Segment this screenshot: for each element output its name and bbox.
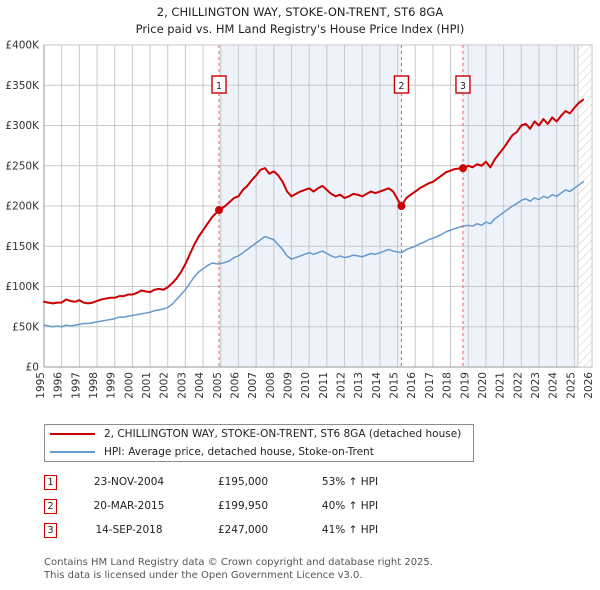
- txn-index-badge: 2: [44, 498, 57, 514]
- title-line-2: Price paid vs. HM Land Registry's House …: [135, 22, 465, 36]
- table-row: 1 23-NOV-2004 £195,000 53% ↑ HPI: [44, 470, 504, 494]
- txn-date: 14-SEP-2018: [95, 524, 163, 536]
- sale-marker-badge-label: 3: [460, 81, 466, 92]
- y-axis-tick-label: £150K: [5, 241, 40, 253]
- txn-index-badge: 3: [44, 522, 57, 538]
- txn-hpi-delta: 53% ↑ HPI: [321, 476, 379, 488]
- sale-point: [458, 164, 467, 173]
- x-axis-tick-label: 1997: [70, 372, 82, 399]
- y-axis-tick-label: £200K: [5, 201, 40, 213]
- txn-price: £247,000: [217, 524, 269, 536]
- y-axis-tick-label: £250K: [5, 160, 40, 172]
- x-axis-tick-label: 2004: [194, 372, 206, 399]
- x-axis-tick-label: 2015: [389, 372, 401, 399]
- x-axis-tick-label: 2025: [565, 372, 577, 399]
- txn-index-badge: 1: [44, 474, 57, 490]
- txn-hpi-delta: 41% ↑ HPI: [321, 524, 379, 536]
- legend-label-property: 2, CHILLINGTON WAY, STOKE-ON-TRENT, ST6 …: [104, 428, 462, 440]
- x-axis-tick-label: 1996: [53, 372, 65, 399]
- legend-swatch-hpi: [50, 451, 95, 453]
- y-axis-tick-label: £300K: [5, 120, 40, 132]
- x-axis-tick-label: 1995: [35, 372, 47, 399]
- x-axis-tick-label: 2016: [406, 372, 418, 399]
- x-axis-tick-label: 2026: [583, 372, 595, 399]
- footer-line-1: Contains HM Land Registry data © Crown c…: [44, 557, 433, 568]
- footer-line-2: This data is licensed under the Open Gov…: [44, 569, 363, 581]
- plot-area: £0 £50K £100K £150K £200K £250K £300K £350K £400…: [5, 40, 595, 399]
- txn-date: 23-NOV-2004: [93, 476, 165, 488]
- sale-marker-badge-label: 2: [398, 81, 404, 92]
- x-axis-tick-label: 2011: [318, 372, 330, 399]
- x-axis-tick-label: 2009: [282, 372, 294, 399]
- x-axis-tick-label: 2022: [512, 372, 524, 399]
- txn-date: 20-MAR-2015: [93, 500, 165, 512]
- copyright-footer: Contains HM Land Registry data © Crown c…: [44, 557, 574, 582]
- sale-marker-badge: [393, 75, 410, 94]
- x-axis-tick-label: 2021: [495, 372, 507, 399]
- legend-swatch-property: [50, 433, 95, 435]
- sale-marker-badge: [211, 75, 227, 94]
- x-axis-tick-label: 2019: [459, 372, 471, 399]
- legend-label-hpi: HPI: Average price, detached house, Stok…: [104, 446, 374, 458]
- x-axis-tick-label: 2001: [141, 372, 153, 399]
- y-axis-tick-label: £400K: [5, 40, 40, 52]
- x-axis-tick-label: 2008: [265, 372, 277, 399]
- y-axis-tick-label: £100K: [5, 281, 40, 293]
- x-axis-tick-label: 2024: [548, 372, 560, 399]
- series-line: [43, 181, 584, 328]
- txn-price: £199,950: [217, 500, 269, 512]
- x-axis-tick-label: 2006: [229, 372, 241, 399]
- y-axis-tick-label: £0: [26, 362, 39, 374]
- x-axis-tick-label: 2014: [371, 372, 383, 399]
- chart-legend: 2, CHILLINGTON WAY, STOKE-ON-TRENT, ST6 …: [44, 424, 474, 462]
- x-axis-tick-label: 2003: [176, 372, 188, 399]
- x-axis-tick-label: 2005: [212, 372, 224, 399]
- x-axis-tick-label: 1999: [106, 372, 118, 399]
- sale-marker-badge: [455, 75, 471, 94]
- title-line-1: 2, CHILLINGTON WAY, STOKE-ON-TRENT, ST6 …: [156, 5, 444, 19]
- table-row: 3 14-SEP-2018 £247,000 41% ↑ HPI: [44, 518, 504, 542]
- y-axis-tick-label: £350K: [5, 80, 40, 92]
- sale-marker-badge-label: 1: [216, 81, 222, 92]
- x-axis-tick-label: 2018: [442, 372, 454, 399]
- projection-band: [577, 44, 593, 368]
- table-row: 2 20-MAR-2015 £199,950 40% ↑ HPI: [44, 494, 504, 518]
- x-axis-tick-label: 2013: [353, 372, 365, 399]
- series-line: [43, 98, 585, 305]
- txn-price: £195,000: [217, 476, 269, 488]
- y-axis-tick-label: £50K: [12, 321, 40, 333]
- x-axis-tick-label: 2023: [530, 372, 542, 399]
- txn-hpi-delta: 40% ↑ HPI: [321, 500, 379, 512]
- x-axis-tick-label: 2012: [336, 372, 348, 399]
- legend-item-property: 2, CHILLINGTON WAY, STOKE-ON-TRENT, ST6 …: [45, 425, 473, 443]
- chart-title: 2, CHILLINGTON WAY, STOKE-ON-TRENT, ST6 …: [0, 4, 600, 38]
- x-axis-tick-label: 2000: [123, 372, 135, 399]
- transactions-table: 1 23-NOV-2004 £195,000 53% ↑ HPI 2 20-MA…: [44, 470, 504, 542]
- sale-point: [397, 202, 406, 211]
- x-axis-tick-label: 2010: [300, 372, 312, 399]
- x-axis-tick-label: 1998: [88, 372, 100, 399]
- sale-point: [215, 206, 224, 215]
- x-axis-tick-label: 2017: [424, 372, 436, 399]
- x-axis-tick-label: 2002: [159, 372, 171, 399]
- x-axis-tick-label: 2007: [247, 372, 259, 399]
- legend-item-hpi: HPI: Average price, detached house, Stok…: [45, 443, 473, 461]
- x-axis-tick-label: 2020: [477, 372, 489, 399]
